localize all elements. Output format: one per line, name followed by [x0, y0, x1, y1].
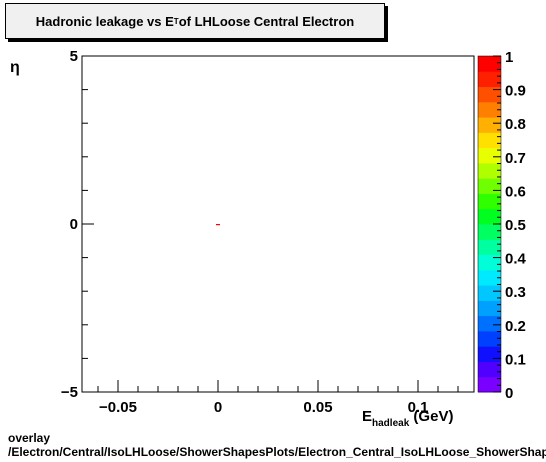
color-scale-segment: [478, 178, 501, 194]
color-scale-segment: [478, 193, 501, 210]
color-scale-segment: [478, 208, 501, 225]
color-scale-segment: [478, 285, 501, 301]
x-axis-ticks: −0.05 0 0.05 0.1: [97, 380, 459, 416]
y-axis-label: η: [10, 59, 20, 76]
footer-line-2: /Electron/Central/IsoLHLoose/ShowerShape…: [8, 445, 546, 459]
color-scale-tick-label: 0.4: [505, 251, 527, 268]
color-scale-tick-label: 0: [505, 385, 513, 402]
y-tick-label: 5: [70, 48, 78, 65]
color-scale-ticks: 0 0.1 0.2 0.3 0.4 0.5 0.6 0.7 0.8 0.9 1: [493, 49, 527, 402]
x-axis-label: Ehadleak (GeV): [362, 408, 453, 429]
plot-frame: [81, 55, 475, 393]
title-rest: of LHLoose Central Electron: [178, 13, 355, 29]
color-scale-segment: [478, 224, 501, 240]
color-scale-segment: [478, 117, 501, 133]
x-tick-label: 0.1: [408, 399, 429, 416]
color-scale-segment: [478, 162, 501, 179]
plot-area: −0.05 0 0.05 0.1 5 0 −5 0 0.1 0.2 0.3 0.4 0.5 0.6 0.…: [10, 48, 527, 429]
color-scale-tick-label: 0.5: [505, 217, 526, 234]
color-scale-segment: [478, 147, 501, 164]
color-scale-tick-label: 0.2: [505, 318, 526, 335]
color-scale-tick-label: 1: [505, 49, 513, 66]
title-subscript: T: [173, 16, 179, 26]
color-scale-tick-label: 0.3: [505, 284, 526, 301]
color-scale-segment: [478, 86, 501, 103]
y-axis-ticks: 5 0 −5: [61, 48, 94, 401]
x-tick-label: 0.05: [303, 399, 332, 416]
color-scale-tick-label: 0.8: [505, 116, 526, 133]
color-scale-segment: [478, 315, 501, 332]
color-scale-segment: [478, 346, 501, 362]
color-scale-segment: [478, 376, 501, 393]
color-scale-segment: [478, 132, 501, 149]
color-scale-segment: [478, 239, 501, 256]
y-tick-label: −5: [61, 384, 78, 401]
color-scale-segment: [478, 330, 501, 347]
x-tick-label: 0: [214, 399, 222, 416]
color-scale-segment: [478, 269, 501, 286]
x-axis-label-main: E: [362, 408, 372, 425]
color-scale-segment: [478, 56, 501, 72]
color-scale-segment: [478, 300, 501, 317]
footer-line-1: overlay: [8, 431, 51, 445]
heatmap-cells: [216, 224, 220, 226]
x-axis-label-subscript: hadleak: [372, 418, 410, 429]
x-tick-label: −0.05: [99, 399, 137, 416]
heatmap-cell: [216, 224, 220, 226]
color-scale-tick-label: 0.1: [505, 351, 526, 368]
color-scale-segment: [478, 71, 501, 88]
color-scale-tick-label: 0.6: [505, 183, 526, 200]
plot-border: [81, 55, 475, 393]
color-scale-tick-label: 0.9: [505, 83, 526, 100]
color-scale-segment: [478, 361, 501, 378]
color-scale-segment: [478, 254, 501, 271]
color-scale-segment: [478, 101, 501, 118]
x-axis-label-unit: (GeV): [409, 408, 453, 425]
color-scale-tick-label: 0.7: [505, 150, 526, 167]
footer-text: overlay /Electron/Central/IsoLHLoose/Sho…: [8, 431, 546, 459]
title-main: Hadronic leakage vs E: [35, 13, 174, 29]
y-tick-label: 0: [70, 216, 78, 233]
